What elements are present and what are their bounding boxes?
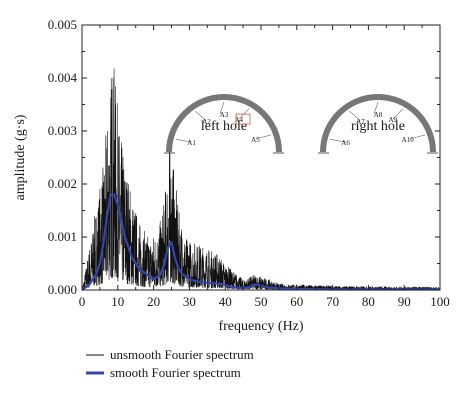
series-unsmooth-line [81,68,441,291]
sensor-label-A4: A4 [234,116,243,124]
sensor-leader-A1 [175,138,192,143]
sensor-label-A7: A7 [356,118,365,126]
y-axis-label: amplitude (g·s) [13,114,28,200]
sensor-label-A5: A5 [251,136,260,144]
y-tick-label-3: 0.003 [48,123,77,138]
hole-label: left hole [201,119,247,134]
x-tick-label-3: 30 [183,294,196,309]
y-tick-label-2: 0.002 [48,176,77,191]
series-smooth-line [81,193,440,291]
sensor-label-A8: A8 [374,111,383,119]
sensor-highlight-A4 [235,113,251,125]
x-tick-label-7: 70 [326,294,339,309]
y-tick-label-0: 0.000 [48,282,77,297]
x-tick-label-5: 50 [255,294,268,309]
sensor-label-A2: A2 [202,118,211,126]
sensor-label-A10: A10 [402,136,415,144]
sensor-leader-A8 [373,101,379,115]
x-tick-label-2: 20 [147,294,160,309]
ticks-layer: 0 10 20 30 40 50 60 70 80 90 100 0.000 0.001 0.002 0.0… [48,17,450,309]
x-tick-label-6: 60 [290,294,303,309]
x-tick-label-4: 40 [219,294,232,309]
sensor-leader-A7 [349,110,361,122]
legend-label-0: unsmooth Fourier spectrum [110,347,254,362]
hole-label: right hole [351,119,405,134]
hole-outline [166,94,282,153]
sensor-leader-A3 [219,101,225,115]
x-tick-label-1: 10 [111,294,124,309]
sensor-label-A1: A1 [187,139,196,147]
legend: unsmooth Fourier spectrum smooth Fourier … [86,347,254,380]
sensor-leader-A9 [392,108,404,120]
series-layer [81,68,441,291]
y-tick-label-1: 0.001 [48,229,77,244]
x-tick-label-0: 0 [79,294,86,309]
sensor-leader-A2 [195,110,207,122]
hole-outline [320,94,436,153]
legend-label-1: smooth Fourier spectrum [110,365,241,380]
sensor-leader-A5 [255,134,272,140]
x-axis-label: frequency (Hz) [218,319,303,334]
y-tick-label-4: 0.004 [48,70,78,85]
sensor-leader-A10 [409,134,426,140]
sensor-label-A9: A9 [388,116,397,124]
sensor-leader-A6 [329,138,346,143]
x-tick-label-8: 80 [362,294,375,309]
inset-left-hole: left hole A1 A2 A3 A4 A5 [164,94,284,154]
x-tick-label-9: 90 [398,294,411,309]
x-tick-label-10: 100 [430,294,450,309]
sensor-label-A3: A3 [220,111,229,119]
y-tick-label-5: 0.005 [48,17,77,32]
sensor-label-A6: A6 [341,139,350,147]
